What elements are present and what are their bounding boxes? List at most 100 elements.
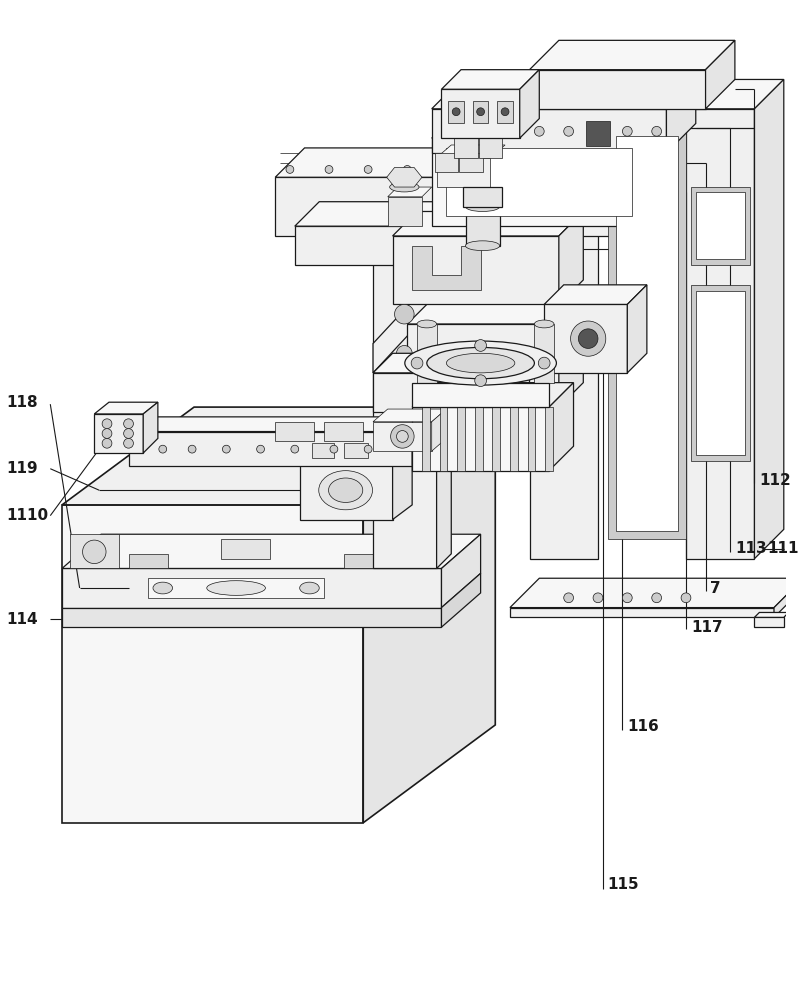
Circle shape	[396, 345, 412, 361]
Polygon shape	[529, 109, 598, 559]
Circle shape	[599, 166, 607, 173]
Circle shape	[534, 126, 545, 136]
Circle shape	[593, 593, 603, 603]
Circle shape	[520, 166, 529, 173]
Polygon shape	[393, 236, 559, 304]
Circle shape	[222, 445, 230, 453]
Circle shape	[652, 593, 662, 603]
Polygon shape	[300, 461, 393, 520]
Ellipse shape	[465, 241, 500, 251]
Circle shape	[501, 108, 509, 116]
Polygon shape	[774, 578, 802, 617]
Polygon shape	[441, 534, 480, 608]
Polygon shape	[466, 207, 500, 246]
Circle shape	[188, 445, 196, 453]
Polygon shape	[510, 608, 774, 617]
Circle shape	[652, 126, 662, 136]
Polygon shape	[62, 534, 480, 568]
Polygon shape	[510, 407, 518, 471]
Polygon shape	[529, 40, 735, 70]
Polygon shape	[529, 79, 784, 109]
Circle shape	[564, 126, 573, 136]
Polygon shape	[529, 70, 706, 109]
Polygon shape	[344, 443, 368, 458]
Text: 1110: 1110	[6, 508, 48, 523]
Text: 119: 119	[6, 461, 38, 476]
Polygon shape	[755, 617, 784, 627]
Circle shape	[102, 438, 112, 448]
Polygon shape	[545, 407, 553, 471]
Text: 116: 116	[627, 719, 659, 734]
Ellipse shape	[427, 347, 534, 379]
Circle shape	[622, 593, 632, 603]
Polygon shape	[144, 402, 158, 453]
Polygon shape	[559, 300, 583, 407]
Polygon shape	[691, 285, 750, 461]
Circle shape	[593, 126, 603, 136]
Polygon shape	[62, 505, 363, 823]
Circle shape	[411, 357, 423, 369]
Polygon shape	[666, 79, 696, 153]
Polygon shape	[696, 192, 745, 259]
Circle shape	[505, 126, 515, 136]
Polygon shape	[373, 534, 431, 568]
Polygon shape	[627, 148, 657, 236]
Polygon shape	[479, 138, 502, 158]
Polygon shape	[431, 109, 666, 153]
Polygon shape	[520, 70, 539, 138]
Ellipse shape	[153, 582, 172, 594]
Ellipse shape	[207, 581, 265, 595]
Polygon shape	[608, 128, 686, 539]
Text: 117: 117	[691, 620, 723, 635]
Polygon shape	[686, 109, 755, 559]
Polygon shape	[373, 373, 510, 412]
Circle shape	[403, 166, 411, 173]
Polygon shape	[447, 148, 632, 216]
Polygon shape	[221, 539, 270, 559]
Circle shape	[476, 108, 484, 116]
Polygon shape	[275, 422, 314, 441]
Polygon shape	[459, 153, 483, 172]
Polygon shape	[412, 383, 573, 407]
Polygon shape	[441, 573, 480, 627]
Circle shape	[476, 126, 485, 136]
Polygon shape	[431, 109, 676, 138]
Ellipse shape	[534, 320, 554, 328]
Polygon shape	[373, 422, 431, 451]
Polygon shape	[295, 226, 510, 265]
Ellipse shape	[447, 353, 515, 373]
Polygon shape	[436, 211, 452, 568]
Polygon shape	[510, 202, 534, 265]
Circle shape	[325, 166, 333, 173]
Circle shape	[452, 108, 460, 116]
Polygon shape	[363, 407, 496, 823]
Polygon shape	[387, 187, 431, 197]
Circle shape	[102, 419, 112, 429]
Text: 112: 112	[759, 473, 791, 488]
Polygon shape	[412, 417, 431, 466]
Circle shape	[622, 126, 632, 136]
Polygon shape	[128, 417, 431, 432]
Polygon shape	[457, 407, 465, 471]
Polygon shape	[431, 79, 696, 109]
Polygon shape	[407, 300, 583, 324]
Polygon shape	[528, 407, 536, 471]
Circle shape	[578, 329, 598, 348]
Polygon shape	[324, 422, 363, 441]
Polygon shape	[497, 101, 513, 123]
Polygon shape	[387, 167, 422, 187]
Polygon shape	[647, 109, 676, 226]
Text: 115: 115	[608, 877, 639, 892]
Polygon shape	[95, 414, 144, 453]
Polygon shape	[529, 109, 755, 128]
Ellipse shape	[465, 202, 500, 211]
Polygon shape	[412, 383, 549, 407]
Polygon shape	[373, 226, 436, 568]
Circle shape	[124, 419, 133, 429]
Polygon shape	[441, 70, 539, 89]
Polygon shape	[475, 407, 483, 471]
Polygon shape	[313, 443, 334, 458]
Polygon shape	[393, 211, 583, 236]
Polygon shape	[62, 407, 496, 505]
Polygon shape	[417, 324, 436, 383]
